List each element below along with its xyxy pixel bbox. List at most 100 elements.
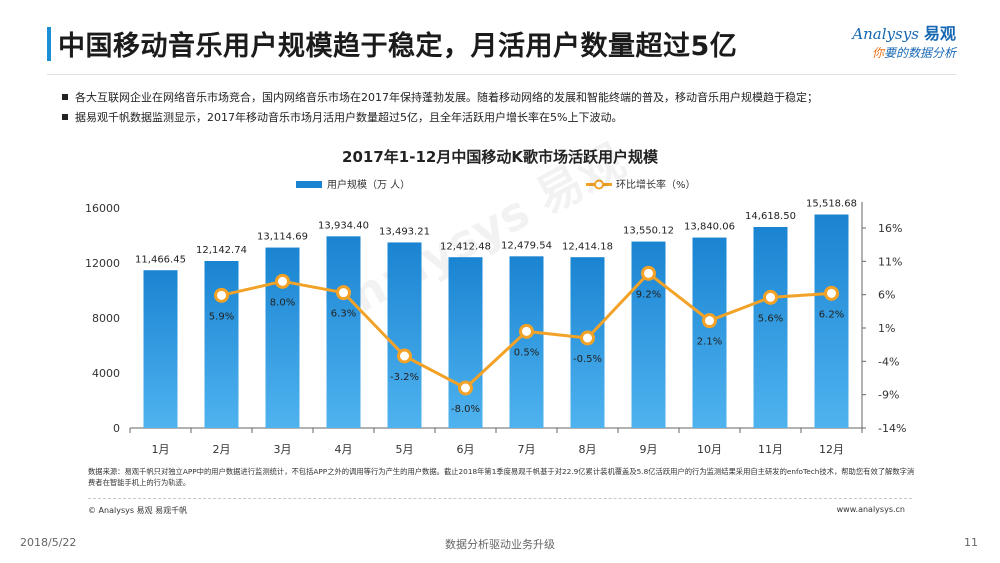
- bar-value-label: 13,934.40: [318, 220, 369, 231]
- website-link[interactable]: www.analysys.cn: [836, 505, 905, 514]
- logo-chinese: 易观: [923, 24, 956, 43]
- copyright: © Analysys 易观 易观千帆: [88, 506, 188, 515]
- bar-top-edge: [143, 270, 178, 273]
- bullet-square-icon: [62, 114, 68, 120]
- footer-divider: [88, 498, 912, 499]
- bar-top-edge: [265, 247, 300, 250]
- bar-top-edge: [753, 226, 788, 229]
- right-axis-tick-label: 6%: [878, 289, 895, 302]
- line-value-label: 0.5%: [514, 347, 539, 358]
- left-axis-tick-label: 12000: [85, 257, 120, 270]
- bar-value-label: 13,493.21: [379, 226, 430, 237]
- bar-top-edge: [387, 242, 422, 245]
- bar: [204, 261, 239, 428]
- right-axis-tick-label: 16%: [878, 222, 902, 235]
- line-point: [580, 330, 595, 346]
- analysys-logo: Analysys 易观 你要的数据分析: [852, 20, 956, 61]
- x-axis-tick-label: 12月: [819, 443, 844, 456]
- legend-line-marker: [594, 179, 604, 190]
- bar-top-edge: [204, 261, 239, 264]
- bar-top-edge: [631, 241, 666, 244]
- chart-legend: 用户规模（万 人） 环比增长率（%）: [296, 178, 696, 191]
- bar-top-edge: [326, 236, 361, 239]
- growth-value-labels: 5.9% 8.0% 6.3% -3.2% -8.0% 0.5% -0.5% 9.2% 2.1% 5…: [209, 289, 844, 415]
- bar-value-label: 12,142.74: [196, 245, 247, 256]
- bullet-item: 据易观千帆数据监测显示，2017年移动音乐市场月活用户数量超过5亿，且全年活跃用…: [62, 108, 818, 128]
- line-value-label: 8.0%: [270, 297, 295, 308]
- line-value-label: 6.3%: [331, 309, 356, 320]
- chart-axes: 0 4000 8000 12000 16000 -14% -9% -4% 1% 6% 11% 16% 1…: [85, 202, 906, 456]
- line-point: [519, 323, 534, 339]
- bar-top-edge: [692, 237, 727, 240]
- bar-value-label: 13,114.69: [257, 232, 308, 243]
- line-point: [824, 285, 839, 301]
- bar-value-label: 12,412.48: [440, 241, 491, 252]
- bar: [753, 226, 788, 428]
- left-axis-tick-label: 0: [113, 422, 120, 435]
- line-value-label: 9.2%: [636, 289, 661, 300]
- logo-english: Analysys: [852, 25, 919, 43]
- legend-bar-swatch: [296, 181, 322, 188]
- page-number: 11: [964, 536, 978, 549]
- bar-value-label: 13,840.06: [684, 222, 735, 233]
- legend-bar-label: 用户规模（万 人）: [327, 178, 410, 191]
- bar-value-label: 11,466.45: [135, 254, 186, 265]
- x-axis-tick-label: 6月: [457, 443, 475, 456]
- data-source-footnote: 数据来源：易观千帆只对独立APP中的用户数据进行监测统计，不包括APP之外的调用…: [88, 467, 915, 487]
- right-axis-tick-label: 1%: [878, 322, 895, 335]
- title-accent-bar: [47, 27, 51, 61]
- bar: [143, 270, 178, 428]
- left-axis-tick-label: 4000: [92, 367, 120, 380]
- x-axis-tick-label: 11月: [758, 443, 783, 456]
- left-axis-tick-label: 16000: [85, 202, 120, 215]
- bar-series: [143, 214, 849, 428]
- x-axis-tick-label: 7月: [518, 443, 536, 456]
- bullet-list: 各大互联网企业在网络音乐市场竞合，国内网络音乐市场在2017年保持蓬勃发展。随着…: [62, 88, 818, 128]
- growth-line-series: [214, 265, 839, 396]
- line-point: [397, 348, 412, 364]
- line-value-label: -3.2%: [390, 372, 419, 383]
- right-axis-tick-label: -9%: [878, 389, 899, 402]
- line-value-label: -8.0%: [451, 404, 480, 415]
- page-title: 中国移动音乐用户规模趋于稳定，月活用户数量超过5亿: [58, 31, 738, 62]
- bar-top-edge: [448, 257, 483, 260]
- bullet-square-icon: [62, 94, 68, 100]
- x-axis-tick-label: 5月: [396, 443, 414, 456]
- line-value-label: 5.9%: [209, 311, 234, 322]
- bar: [448, 257, 483, 428]
- title-divider: [47, 74, 956, 75]
- line-point: [763, 289, 778, 305]
- bar-top-edge: [814, 214, 849, 217]
- right-axis-tick-label: 11%: [878, 255, 902, 268]
- bullet-item: 各大互联网企业在网络音乐市场竞合，国内网络音乐市场在2017年保持蓬勃发展。随着…: [62, 88, 818, 108]
- x-axis-tick-label: 1月: [152, 443, 170, 456]
- legend-line-label: 环比增长率（%）: [616, 178, 696, 191]
- bar-value-labels: 11,466.45 12,142.74 13,114.69 13,934.40 13,4…: [135, 199, 857, 266]
- x-axis-tick-label: 10月: [697, 443, 722, 456]
- bar: [692, 237, 727, 428]
- right-axis-tick-label: -4%: [878, 355, 899, 368]
- line-value-label: -0.5%: [573, 354, 602, 365]
- report-date: 2018/5/22: [20, 536, 77, 549]
- line-point: [702, 313, 717, 329]
- bar-top-edge: [570, 257, 605, 260]
- bar: [814, 214, 849, 428]
- line-value-label: 5.6%: [758, 313, 783, 324]
- line-value-label: 2.1%: [697, 337, 722, 348]
- line-point: [275, 273, 290, 289]
- line-point: [458, 380, 473, 396]
- logo-slogan: 你要的数据分析: [871, 46, 956, 60]
- x-axis-tick-label: 2月: [213, 443, 231, 456]
- bar-value-label: 12,414.18: [562, 241, 613, 252]
- x-axis-tick-label: 9月: [640, 443, 658, 456]
- line-point: [336, 285, 351, 301]
- x-axis-tick-label: 8月: [579, 443, 597, 456]
- bar: [387, 242, 422, 428]
- line-point: [214, 287, 229, 303]
- line-point: [641, 265, 656, 281]
- right-axis-tick-label: -14%: [878, 422, 906, 435]
- bar-value-label: 13,550.12: [623, 226, 674, 237]
- left-axis-tick-label: 8000: [92, 312, 120, 325]
- x-axis-tick-label: 4月: [335, 443, 353, 456]
- bar: [326, 236, 361, 428]
